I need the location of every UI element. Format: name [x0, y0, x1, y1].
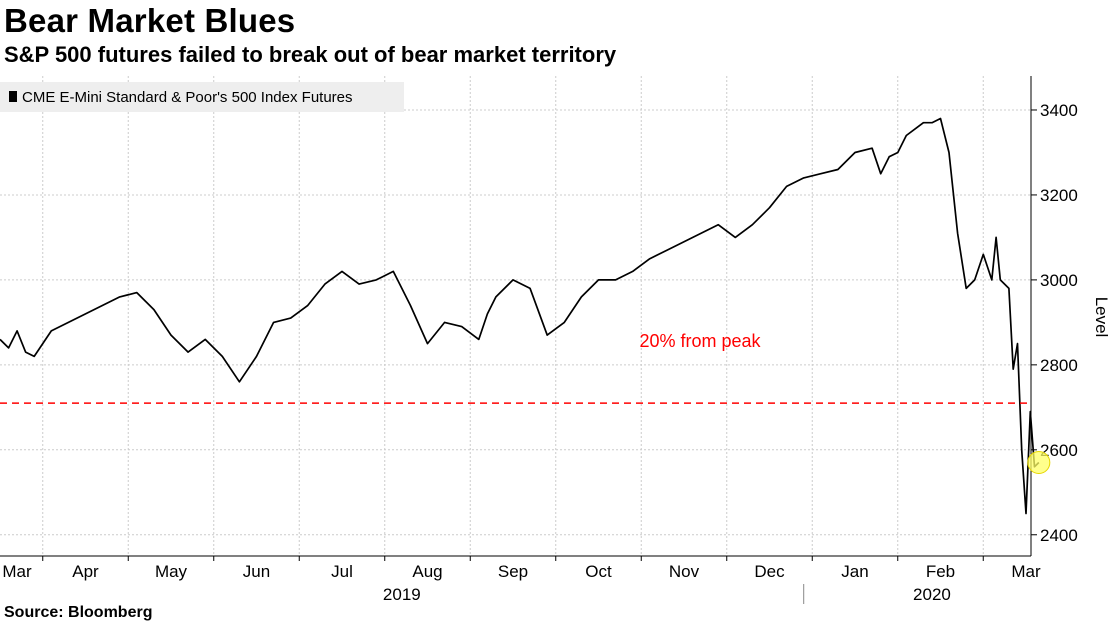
y-tick-label: 3000: [1040, 271, 1078, 290]
y-tick-label: 2800: [1040, 356, 1078, 375]
y-tick-label: 3200: [1040, 186, 1078, 205]
year-label: 2020: [913, 585, 951, 604]
x-tick-label: Apr: [72, 562, 99, 581]
x-tick-label: Jun: [243, 562, 270, 581]
x-tick-label: May: [155, 562, 188, 581]
x-tick-label: Mar: [1011, 562, 1041, 581]
series: [0, 117, 1051, 515]
annotations: 20% from peak: [0, 331, 1031, 404]
last-point-marker: [1027, 451, 1051, 475]
x-tick-label: Sep: [498, 562, 528, 581]
series-line: [0, 117, 1040, 515]
y-tick-label: 2600: [1040, 441, 1078, 460]
x-tick-label: Aug: [412, 562, 442, 581]
source-note: Source: Bloomberg: [4, 604, 153, 621]
annotation-label: 20% from peak: [639, 331, 761, 351]
legend-swatch: [9, 91, 17, 102]
x-tick-label: Feb: [926, 562, 955, 581]
y-tick-label: 3400: [1040, 101, 1078, 120]
x-tick-label: Nov: [669, 562, 700, 581]
x-tick-label: Oct: [585, 562, 612, 581]
legend-background: [0, 82, 404, 112]
axes: 2400 2600 2800 3000 3200 3400 Mar Apr May Jun Jul A…: [0, 76, 1111, 604]
x-tick-label: Jan: [841, 562, 868, 581]
x-tick-label: Dec: [754, 562, 785, 581]
y-axis-title: Level: [1092, 297, 1111, 338]
chart-title: Bear Market Blues: [4, 2, 296, 39]
x-tick-label: Jul: [331, 562, 353, 581]
legend-label: CME E-Mini Standard & Poor's 500 Index F…: [22, 89, 353, 106]
legend: CME E-Mini Standard & Poor's 500 Index F…: [0, 82, 404, 112]
chart-subtitle: S&P 500 futures failed to break out of b…: [4, 42, 617, 67]
year-label: 2019: [383, 585, 421, 604]
grid: [0, 76, 1031, 556]
y-tick-label: 2400: [1040, 526, 1078, 545]
x-tick-label: Mar: [2, 562, 32, 581]
